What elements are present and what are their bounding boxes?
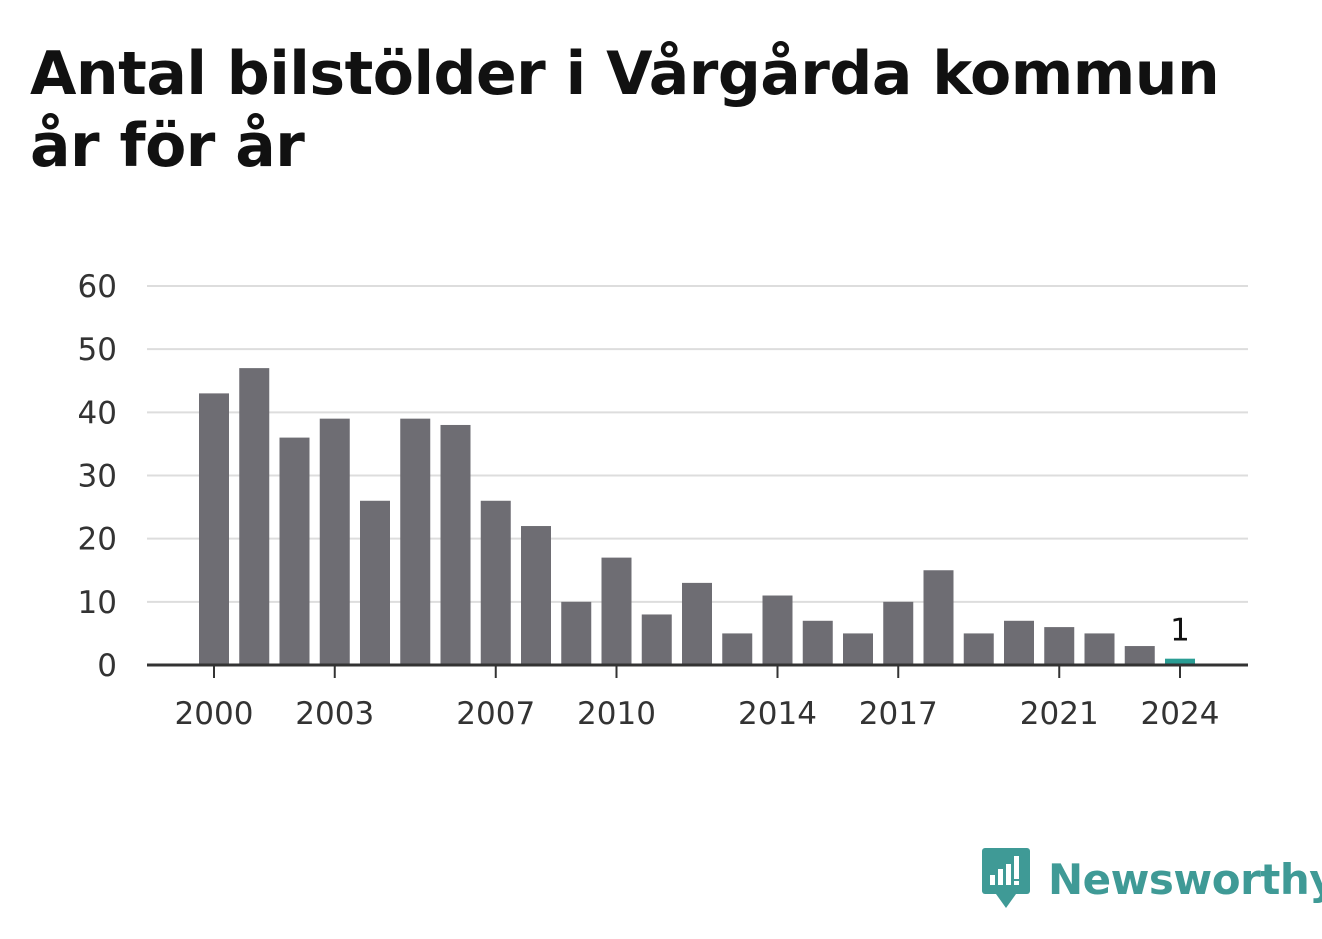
chart-title: Antal bilstölder i Vårgårda kommun år fö… bbox=[30, 39, 1220, 181]
bar bbox=[682, 582, 712, 665]
bar bbox=[802, 620, 833, 665]
data-label: 1 bbox=[1170, 613, 1190, 649]
brand: Newsworthy bbox=[982, 848, 1322, 910]
x-tick-label: 2014 bbox=[738, 696, 817, 732]
y-tick-label: 30 bbox=[78, 459, 117, 495]
y-tick-label: 20 bbox=[78, 522, 117, 558]
y-tick-label: 10 bbox=[78, 585, 117, 621]
bar bbox=[199, 393, 229, 665]
x-tick-label: 2010 bbox=[577, 696, 656, 732]
gridlines bbox=[147, 285, 1248, 603]
bar bbox=[641, 614, 672, 665]
bar bbox=[360, 500, 390, 665]
bar bbox=[561, 601, 592, 665]
bar bbox=[480, 500, 511, 665]
bar bbox=[963, 633, 994, 665]
bar bbox=[762, 595, 793, 665]
bar bbox=[440, 424, 471, 665]
y-tick-label: 0 bbox=[97, 648, 117, 684]
newsworthy-logo-icon bbox=[982, 848, 1030, 908]
y-tick-label: 40 bbox=[78, 395, 117, 431]
x-tick-label: 2003 bbox=[295, 696, 374, 732]
bar bbox=[843, 633, 873, 665]
bars bbox=[199, 368, 1195, 665]
y-tick-label: 60 bbox=[78, 269, 117, 305]
x-tick-label: 2021 bbox=[1020, 696, 1099, 732]
bar bbox=[923, 570, 954, 665]
x-tick-label: 2000 bbox=[175, 696, 254, 732]
bar bbox=[1124, 646, 1155, 665]
brand-name: Newsworthy bbox=[1048, 854, 1322, 904]
bar bbox=[1004, 620, 1034, 665]
bar bbox=[279, 437, 310, 665]
data-labels: 1 bbox=[1170, 613, 1190, 649]
x-tick-label: 2007 bbox=[456, 696, 535, 732]
bar bbox=[1084, 633, 1115, 665]
x-axis-ticks: 2000 2003 2007 2010 2014 2017 2021 2024 bbox=[175, 665, 1220, 732]
bar bbox=[722, 633, 753, 665]
bar bbox=[1044, 627, 1075, 665]
bar bbox=[319, 418, 350, 665]
x-tick-label: 2017 bbox=[859, 696, 938, 732]
bar bbox=[601, 557, 632, 665]
bar bbox=[239, 368, 270, 665]
bar bbox=[883, 601, 914, 665]
x-tick-label: 2024 bbox=[1141, 696, 1220, 732]
y-tick-label: 50 bbox=[78, 332, 117, 368]
bar bbox=[521, 526, 551, 665]
y-axis-labels: 0 10 20 30 40 50 60 bbox=[78, 269, 117, 684]
bar bbox=[1165, 658, 1195, 665]
bar bbox=[400, 418, 431, 665]
